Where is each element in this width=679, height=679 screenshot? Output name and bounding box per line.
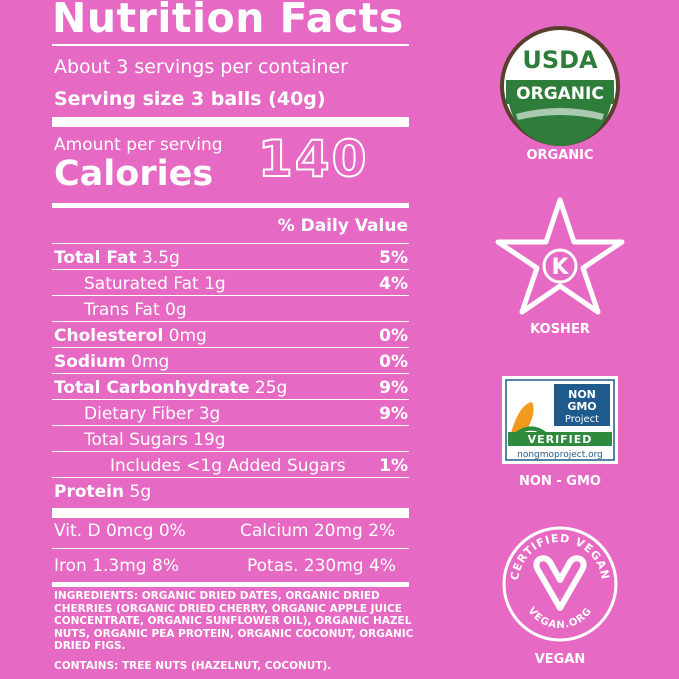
- nutrition-title: Nutrition Facts: [52, 0, 404, 42]
- thick-divider-calories: [52, 203, 409, 208]
- daily-value-header: % Daily Value: [277, 216, 408, 236]
- svg-text:GMO: GMO: [567, 400, 596, 413]
- nutrient-daily-value: 0%: [379, 352, 408, 372]
- row-divider: [52, 451, 409, 452]
- nutrient-amount: 25g: [249, 378, 288, 398]
- ingredients-text: INGREDIENTS: ORGANIC DRIED DATES, ORGANI…: [54, 590, 414, 652]
- nutrient-bold-label: Cholesterol: [54, 326, 164, 346]
- certified-vegan-icon: CERTIFIED VEGAN VEGAN.ORG: [502, 526, 618, 642]
- nutrient-daily-value: 0%: [379, 326, 408, 346]
- nutrient-daily-value: 9%: [379, 404, 408, 424]
- usda-organic-seal-icon: USDA ORGANIC: [500, 26, 620, 146]
- svg-text:Project: Project: [565, 414, 599, 425]
- row-divider: [52, 269, 409, 270]
- nutrient-name: Includes <1g Added Sugars: [110, 456, 346, 476]
- potassium: Potas. 230mg 4%: [247, 556, 396, 576]
- nutrient-amount: Dietary Fiber 3g: [84, 404, 221, 424]
- nutrient-name: Total Fat 3.5g: [54, 248, 180, 268]
- nutrient-row: Sodium 0mg 0%: [52, 349, 409, 375]
- organic-label: ORGANIC: [526, 148, 594, 163]
- serving-size: Serving size 3 balls (40g): [54, 88, 326, 110]
- nutrient-amount: 3.5g: [136, 248, 180, 268]
- row-divider: [52, 373, 409, 374]
- usda-organic-band: ORGANIC: [516, 84, 604, 104]
- nutrient-row: Cholesterol 0mg 0%: [52, 323, 409, 349]
- nutrient-amount: 5g: [124, 482, 152, 502]
- nutrient-name: Sodium 0mg: [54, 352, 169, 372]
- nutrient-daily-value: 5%: [379, 248, 408, 268]
- row-divider: [52, 295, 409, 296]
- allergen-statement: CONTAINS: TREE NUTS (HAZELNUT, COCONUT).: [54, 660, 332, 672]
- usda-text: USDA: [522, 46, 598, 74]
- nutrient-name: Total Carbonhydrate 25g: [54, 378, 287, 398]
- nutrient-amount: Saturated Fat 1g: [84, 274, 226, 294]
- nutrient-amount: 0mg: [163, 326, 207, 346]
- ingredients-divider: [52, 582, 409, 587]
- nutrient-row: Saturated Fat 1g 4%: [52, 271, 409, 297]
- row-divider: [52, 243, 409, 244]
- vegan-label: VEGAN: [534, 652, 586, 667]
- nutrient-daily-value: 4%: [379, 274, 408, 294]
- iron: Iron 1.3mg 8%: [54, 556, 179, 576]
- non-gmo-project-icon: NON GMO Project VERIFIED nongmoproject.o…: [502, 376, 618, 464]
- nutrient-amount: Trans Fat 0g: [84, 300, 187, 320]
- non-gmo-verified: VERIFIED: [528, 433, 593, 446]
- non-gmo-url: nongmoproject.org: [517, 450, 603, 460]
- nutrient-name: Trans Fat 0g: [84, 300, 187, 320]
- nutrient-daily-value: 9%: [379, 378, 408, 398]
- nutrient-name: Cholesterol 0mg: [54, 326, 207, 346]
- non-gmo-label: NON - GMO: [519, 474, 601, 489]
- kosher-label: KOSHER: [530, 322, 590, 337]
- thick-divider-top: [52, 117, 409, 127]
- kosher-letter: K: [551, 255, 569, 280]
- thick-divider-bottom: [52, 508, 409, 518]
- row-divider: [52, 477, 409, 478]
- nutrient-row: Total Carbonhydrate 25g 9%: [52, 375, 409, 401]
- nutrient-row: Trans Fat 0g: [52, 297, 409, 323]
- nutrient-amount: Total Sugars 19g: [84, 430, 226, 450]
- vitamin-divider: [52, 548, 409, 549]
- vitamin-d: Vit. D 0mcg 0%: [54, 521, 186, 541]
- nutrient-daily-value: 1%: [379, 456, 408, 476]
- nutrient-name: Total Sugars 19g: [84, 430, 226, 450]
- row-divider: [52, 321, 409, 322]
- nutrient-row: Total Fat 3.5g 5%: [52, 245, 409, 271]
- nutrient-name: Protein 5g: [54, 482, 151, 502]
- nutrient-row: Dietary Fiber 3g 9%: [52, 401, 409, 427]
- nutrient-amount: 0mg: [125, 352, 170, 372]
- nutrient-bold-label: Protein: [54, 482, 125, 502]
- nutrient-row: Protein 5g: [52, 479, 409, 505]
- nutrient-row: Total Sugars 19g: [52, 427, 409, 453]
- calories-value: 140: [257, 129, 369, 189]
- row-divider: [52, 425, 409, 426]
- nutrient-row: Includes <1g Added Sugars 1%: [52, 453, 409, 479]
- calories-label: Calories: [54, 154, 214, 194]
- row-divider: [52, 347, 409, 348]
- nutrient-name: Saturated Fat 1g: [84, 274, 226, 294]
- title-divider: [52, 44, 409, 46]
- nutrient-name: Dietary Fiber 3g: [84, 404, 220, 424]
- amount-per-serving: Amount per serving: [54, 135, 223, 155]
- kosher-star-icon: K: [495, 197, 625, 315]
- servings-per-container: About 3 servings per container: [54, 56, 348, 78]
- nutrient-bold-label: Total Carbonhydrate: [54, 378, 250, 398]
- svg-text:NON: NON: [568, 388, 596, 401]
- calcium: Calcium 20mg 2%: [240, 521, 396, 541]
- row-divider: [52, 399, 409, 400]
- nutrient-bold-label: Sodium: [54, 352, 126, 372]
- nutrient-amount: Includes <1g Added Sugars: [110, 456, 346, 476]
- nutrient-bold-label: Total Fat: [54, 248, 137, 268]
